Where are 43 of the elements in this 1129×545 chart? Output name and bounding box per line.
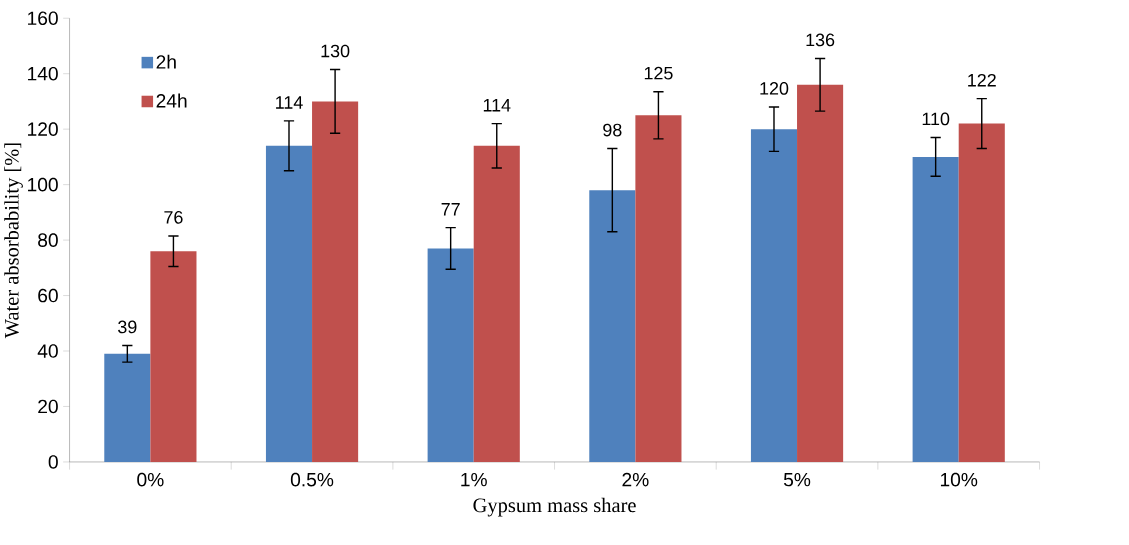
data-label: 136: [806, 33, 835, 47]
y-tick-label: 0: [48, 455, 58, 469]
x-tick-label: 5%: [783, 473, 811, 487]
data-label: 114: [276, 96, 303, 109]
data-label: 39: [118, 320, 137, 334]
y-tick-label: 140: [28, 67, 58, 81]
data-label: 125: [644, 67, 673, 80]
y-tick-label: 20: [38, 399, 58, 414]
data-label: 98: [603, 123, 622, 137]
y-tick-label: 60: [38, 288, 58, 303]
bar: [265, 146, 313, 463]
y-tick-label: 40: [37, 344, 58, 359]
y-tick-label: 160: [28, 11, 58, 26]
y-tick-label: 120: [28, 122, 58, 137]
x-tick-label: 0.5%: [290, 473, 334, 487]
data-label: 76: [164, 211, 183, 224]
x-axis-title: Gypsum mass share: [473, 498, 636, 517]
bar: [150, 251, 197, 463]
legend-label: 2h: [156, 54, 176, 69]
bar: [958, 123, 1005, 463]
data-label: 120: [760, 82, 789, 96]
y-axis-title: Water absorbability [%]: [4, 143, 23, 339]
legend-label: 24h: [156, 93, 187, 108]
data-label: 110: [922, 112, 950, 126]
bar: [635, 115, 682, 463]
bar: [589, 190, 636, 463]
data-label: 77: [441, 203, 460, 216]
bar: [104, 354, 151, 463]
x-tick-label: 2%: [622, 473, 649, 487]
y-tick-label: 80: [38, 233, 58, 248]
bar: [750, 129, 798, 463]
bar: [312, 101, 359, 463]
data-label: 130: [321, 44, 350, 58]
x-tick-label: 10%: [940, 473, 978, 487]
bar: [473, 146, 520, 463]
y-tick-label: 100: [28, 178, 58, 192]
data-label: 114: [483, 99, 511, 112]
x-tick-label: 1%: [461, 473, 487, 487]
bar: [427, 248, 474, 463]
bar: [912, 157, 959, 463]
x-tick-label: 0%: [137, 473, 164, 487]
data-label: 122: [968, 74, 996, 87]
bar: [797, 85, 844, 463]
